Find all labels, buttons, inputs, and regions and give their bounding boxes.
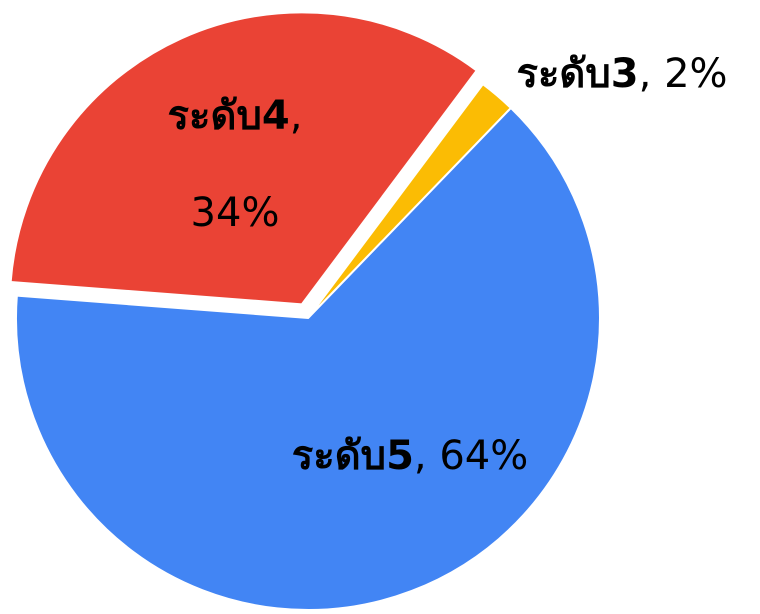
pie-slice (15, 106, 601, 612)
value-label: 64% (439, 433, 528, 479)
pie-slice (9, 11, 479, 306)
label-separator: , (414, 433, 427, 479)
slice-label: 34% (191, 190, 280, 236)
label-space (651, 51, 664, 97)
category-label: ระดับ4 (168, 93, 290, 139)
label-space (427, 433, 440, 479)
slice-label: ระดับ4, (168, 93, 303, 139)
value-label: 2% (664, 51, 727, 97)
pie-slice (307, 82, 513, 319)
value-label: 34% (191, 190, 280, 236)
label-separator: , (290, 93, 303, 139)
slice-label: ระดับ3, 2% (516, 51, 727, 97)
label-separator: , (639, 51, 652, 97)
category-label: ระดับ3 (516, 51, 638, 97)
category-label: ระดับ5 (292, 433, 414, 479)
slice-label: ระดับ5, 64% (292, 433, 529, 479)
